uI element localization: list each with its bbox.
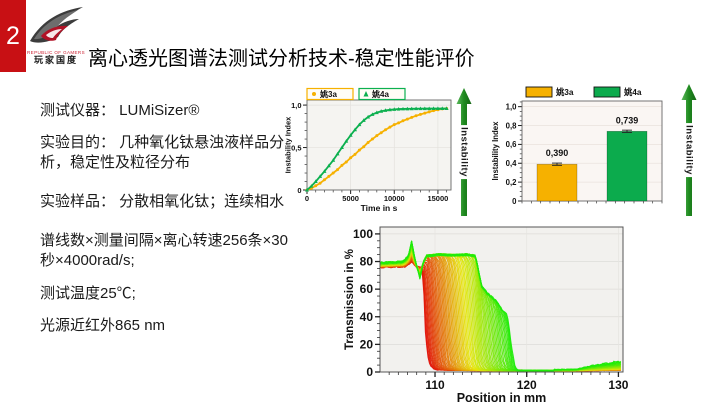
experiment-info-panel: 测试仪器： LUMiSizer® 实验目的： 几种氧化钛悬浊液样品分析，稳定性及…: [40, 101, 292, 348]
svg-text:0,6: 0,6: [506, 140, 518, 149]
rog-logo-cn: 玩家国度: [33, 55, 78, 65]
info-line-purpose: 实验目的： 几种氧化钛悬浊液样品分析，稳定性及粒径分布: [40, 134, 285, 172]
svg-text:0: 0: [297, 186, 301, 195]
svg-text:40: 40: [360, 310, 374, 324]
svg-text:姚4a: 姚4a: [371, 89, 389, 99]
svg-text:60: 60: [360, 282, 374, 296]
svg-text:Instability Index: Instability Index: [491, 121, 500, 181]
svg-text:Instability Index: Instability Index: [284, 116, 293, 174]
svg-text:130: 130: [608, 378, 628, 392]
svg-text:0,2: 0,2: [506, 178, 518, 187]
svg-text:10000: 10000: [384, 194, 405, 203]
info-line-sample: 实验样品： 分散相氧化钛；连续相水: [40, 193, 285, 211]
rog-logo-subtitle: REPUBLIC OF GAMERS: [27, 50, 85, 55]
page-title: 离心透光图谱法测试分析技术-稳定性能评价: [88, 48, 475, 71]
svg-text:Position in mm: Position in mm: [457, 391, 547, 403]
svg-text:20: 20: [360, 337, 374, 351]
svg-text:0,390: 0,390: [546, 148, 569, 158]
slide-number-badge: 2: [0, 0, 26, 72]
instability-arrow-label: Instability: [458, 125, 470, 179]
instability-arrow-right: Instability: [681, 84, 697, 216]
svg-text:姚4a: 姚4a: [623, 87, 642, 97]
svg-text:1,0: 1,0: [506, 102, 518, 111]
svg-text:Time in s: Time in s: [361, 203, 398, 213]
transmission-profiles-chart: 110 120 130 0 20 40 60 80 100 Position in mm Trans…: [342, 219, 632, 405]
svg-text:0,4: 0,4: [506, 159, 518, 168]
svg-text:15000: 15000: [427, 194, 448, 203]
bar-chart-instability-index: 0 0,2 0,4 0,6 0,8 1,0 Instability Index 0,390 0,…: [490, 83, 678, 217]
svg-text:110: 110: [425, 378, 445, 392]
svg-text:Transmission in %: Transmission in %: [344, 249, 356, 350]
svg-text:姚3a: 姚3a: [555, 87, 574, 97]
svg-text:5000: 5000: [342, 194, 359, 203]
line-chart-instability-vs-time: 0 5000 10000 15000 0 0,5 1,0 Time in s Instabili…: [283, 86, 455, 214]
info-line-temperature: 测试温度25℃;: [40, 284, 136, 302]
info-line-instrument: 测试仪器： LUMiSizer®: [40, 102, 200, 119]
rog-eye-icon: [30, 7, 83, 43]
svg-text:120: 120: [517, 378, 537, 392]
svg-text:0: 0: [305, 194, 309, 203]
instability-arrow-label: Instability: [683, 123, 695, 177]
slide-number: 2: [6, 21, 20, 50]
svg-text:0,739: 0,739: [616, 115, 639, 125]
svg-text:0: 0: [512, 197, 517, 206]
rog-logo: REPUBLIC OF GAMERS 玩家国度: [27, 4, 85, 74]
svg-text:0,8: 0,8: [506, 121, 518, 130]
svg-text:姚3a: 姚3a: [319, 89, 337, 99]
svg-text:0: 0: [366, 365, 373, 379]
svg-text:1,0: 1,0: [291, 101, 301, 110]
info-line-settings: 谱线数×测量间隔×离心转速256条×30秒×4000rad/s;: [40, 232, 288, 270]
svg-text:0,5: 0,5: [291, 143, 301, 152]
info-line-lightsource: 光源近红外865 nm: [40, 316, 166, 334]
instability-arrow-left: Instability: [456, 88, 472, 216]
svg-text:80: 80: [360, 255, 374, 269]
svg-text:100: 100: [353, 227, 373, 241]
